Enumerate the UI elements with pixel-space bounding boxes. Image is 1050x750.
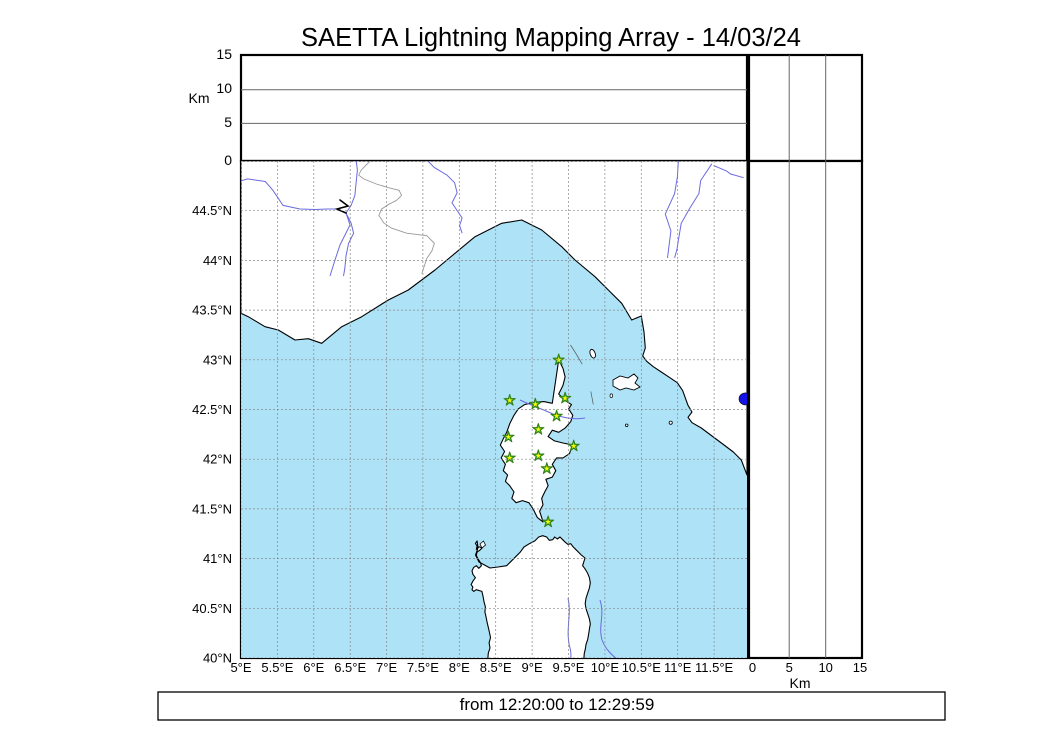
svg-text:5.5°E: 5.5°E [261, 660, 293, 675]
svg-text:15: 15 [216, 46, 232, 62]
svg-text:10: 10 [818, 660, 832, 675]
svg-text:10: 10 [216, 80, 232, 96]
svg-text:from 12:20:00 to 12:29:59: from 12:20:00 to 12:29:59 [460, 695, 655, 714]
svg-text:9.5°E: 9.5°E [553, 660, 585, 675]
svg-text:15: 15 [853, 660, 867, 675]
svg-text:43°N: 43°N [203, 352, 232, 367]
svg-text:42.5°N: 42.5°N [192, 402, 232, 417]
svg-text:43.5°N: 43.5°N [192, 303, 232, 318]
svg-text:0: 0 [749, 660, 756, 675]
svg-text:42°N: 42°N [203, 452, 232, 467]
svg-text:5: 5 [224, 114, 232, 130]
svg-text:6.5°E: 6.5°E [334, 660, 366, 675]
svg-text:11°E: 11°E [664, 660, 692, 675]
svg-text:10.5°E: 10.5°E [622, 660, 662, 675]
svg-text:8.5°E: 8.5°E [480, 660, 512, 675]
svg-text:10°E: 10°E [591, 660, 620, 675]
svg-text:40°N: 40°N [203, 651, 232, 666]
svg-text:SAETTA Lightning Mapping Array: SAETTA Lightning Mapping Array - 14/03/2… [301, 24, 801, 52]
svg-text:8°E: 8°E [449, 660, 470, 675]
svg-text:44°N: 44°N [203, 253, 232, 268]
svg-text:5°E: 5°E [230, 660, 251, 675]
svg-text:0: 0 [224, 152, 232, 168]
svg-text:7°E: 7°E [376, 660, 397, 675]
svg-text:40.5°N: 40.5°N [192, 601, 232, 616]
svg-text:44.5°N: 44.5°N [192, 203, 232, 218]
svg-text:Km: Km [189, 90, 210, 106]
svg-text:6°E: 6°E [303, 660, 324, 675]
svg-text:41.5°N: 41.5°N [192, 501, 232, 516]
svg-text:41°N: 41°N [203, 551, 232, 566]
svg-text:7.5°E: 7.5°E [407, 660, 439, 675]
svg-text:Km: Km [790, 675, 811, 691]
svg-text:5: 5 [786, 660, 793, 675]
svg-text:9°E: 9°E [522, 660, 543, 675]
svg-text:11.5°E: 11.5°E [695, 660, 734, 675]
